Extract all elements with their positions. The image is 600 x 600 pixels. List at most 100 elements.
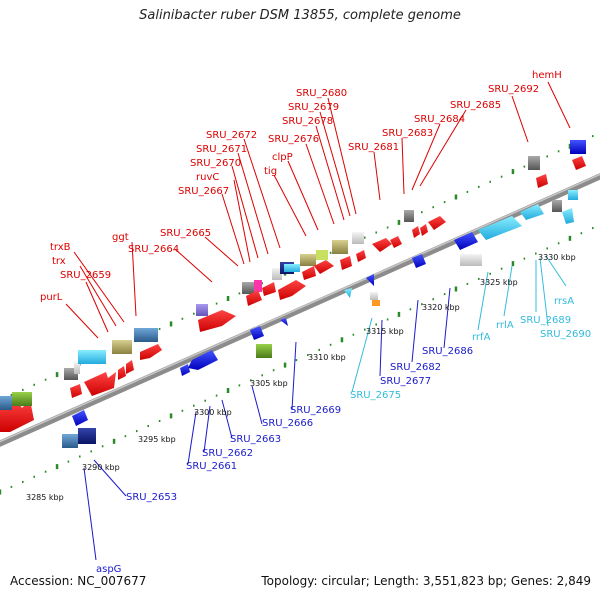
gene-box[interactable] <box>370 292 378 300</box>
gene-arrow[interactable] <box>412 254 426 268</box>
gene-label[interactable]: SRU_2662 <box>202 448 253 459</box>
gene-box[interactable] <box>196 304 208 316</box>
gene-arrow[interactable] <box>72 410 88 426</box>
gene-arrow[interactable] <box>366 274 374 286</box>
gene-label[interactable]: SRU_2663 <box>230 434 281 445</box>
gene-box[interactable] <box>242 282 254 294</box>
gene-label[interactable]: rrfA <box>472 332 491 343</box>
gene-arrow[interactable] <box>356 250 366 262</box>
gene-box[interactable] <box>332 240 348 254</box>
gene-arrow[interactable] <box>250 326 264 340</box>
gene-label[interactable]: SRU_2686 <box>422 346 473 357</box>
gene-label[interactable]: SRU_2664 <box>128 244 179 255</box>
gene-label[interactable]: trxB <box>50 242 71 253</box>
gene-arrow[interactable] <box>412 226 420 238</box>
rna-arrow[interactable] <box>562 208 574 224</box>
gene-label[interactable]: rrsA <box>554 296 574 307</box>
gene-arrow[interactable] <box>84 372 116 396</box>
gene-box[interactable] <box>352 232 364 244</box>
gene-box[interactable] <box>62 434 78 448</box>
gene-box[interactable] <box>256 344 272 358</box>
gene-label[interactable]: hemH <box>532 70 562 81</box>
gene-box[interactable] <box>284 264 300 272</box>
gene-label[interactable]: SRU_2685 <box>450 100 501 111</box>
gene-label[interactable]: purL <box>40 292 63 303</box>
gene-arrow[interactable] <box>262 282 276 296</box>
gene-label[interactable]: clpP <box>272 152 293 163</box>
gene-arrow[interactable] <box>536 174 548 188</box>
gene-label[interactable]: SRU_2690 <box>540 329 591 340</box>
kbp-tick-label: 3285 kbp <box>26 493 64 502</box>
gene-label[interactable]: SRU_2659 <box>60 270 111 281</box>
gene-arrow[interactable] <box>302 266 316 280</box>
gene-arrow[interactable] <box>454 232 478 250</box>
gene-label[interactable]: SRU_2670 <box>190 158 241 169</box>
gene-box[interactable] <box>570 140 586 154</box>
gene-label[interactable]: SRU_2692 <box>488 84 539 95</box>
gene-box[interactable] <box>74 362 80 374</box>
minor-tick-dot <box>261 374 263 377</box>
gene-label[interactable]: tig <box>264 166 277 177</box>
gene-arrow[interactable] <box>280 318 288 326</box>
gene-box[interactable] <box>460 254 482 266</box>
gene-arrow[interactable] <box>140 344 162 360</box>
gene-box[interactable] <box>316 250 328 260</box>
gene-arrow[interactable] <box>372 238 392 252</box>
gene-label[interactable]: SRU_2682 <box>390 362 441 373</box>
gene-label[interactable]: SRU_2678 <box>282 116 333 127</box>
gene-arrow[interactable] <box>188 350 218 370</box>
gene-box[interactable] <box>112 340 132 354</box>
gene-label[interactable]: SRU_2669 <box>290 405 341 416</box>
gene-arrow[interactable] <box>428 216 446 230</box>
gene-label[interactable]: SRU_2661 <box>186 461 237 472</box>
gene-arrow[interactable] <box>390 236 402 248</box>
gene-arrow[interactable] <box>278 280 306 300</box>
gene-box[interactable] <box>134 328 158 342</box>
gene-label[interactable]: trx <box>52 256 66 267</box>
gene-label[interactable]: SRU_2683 <box>382 128 433 139</box>
gene-box[interactable] <box>552 200 562 212</box>
gene-label[interactable]: ggt <box>112 232 129 243</box>
gene-box[interactable] <box>300 254 316 266</box>
gene-box[interactable] <box>12 392 32 406</box>
gene-arrow[interactable] <box>246 290 262 306</box>
gene-box[interactable] <box>0 396 12 410</box>
gene-label[interactable]: SRU_2672 <box>206 130 257 141</box>
rna-arrow[interactable] <box>520 204 544 220</box>
gene-box[interactable] <box>254 280 262 292</box>
gene-label[interactable]: SRU_2681 <box>348 142 399 153</box>
gene-box[interactable] <box>78 428 96 444</box>
gene-box[interactable] <box>272 268 282 280</box>
gene-label[interactable]: aspG <box>96 564 121 575</box>
gene-box[interactable] <box>372 300 380 306</box>
gene-label[interactable]: SRU_2684 <box>414 114 465 125</box>
gene-label[interactable]: SRU_2671 <box>196 144 247 155</box>
gene-arrow[interactable] <box>70 384 82 398</box>
gene-arrow[interactable] <box>420 224 428 236</box>
gene-label[interactable]: rrlA <box>496 320 514 331</box>
gene-label[interactable]: SRU_2653 <box>126 492 177 503</box>
gene-box[interactable] <box>404 210 414 222</box>
gene-box[interactable] <box>78 350 106 364</box>
gene-arrow[interactable] <box>340 256 352 270</box>
rna-arrow[interactable] <box>478 216 522 240</box>
gene-label[interactable]: SRU_2689 <box>520 315 571 326</box>
gene-label[interactable]: SRU_2676 <box>268 134 319 145</box>
gene-arrow[interactable] <box>198 310 236 332</box>
gene-arrow[interactable] <box>118 366 126 380</box>
gene-label[interactable]: SRU_2675 <box>350 390 401 401</box>
gene-label[interactable]: SRU_2677 <box>380 376 431 387</box>
gene-label[interactable]: SRU_2665 <box>160 228 211 239</box>
gene-label[interactable]: SRU_2679 <box>288 102 339 113</box>
gene-arrow[interactable] <box>344 288 352 298</box>
gene-arrow[interactable] <box>180 364 190 376</box>
gene-arrow[interactable] <box>314 260 334 274</box>
gene-arrow[interactable] <box>126 360 134 374</box>
gene-arrow[interactable] <box>572 156 586 170</box>
gene-box[interactable] <box>568 190 578 200</box>
gene-label[interactable]: ruvC <box>196 172 219 183</box>
gene-label[interactable]: SRU_2666 <box>262 418 313 429</box>
gene-label[interactable]: SRU_2667 <box>178 186 229 197</box>
gene-box[interactable] <box>528 156 540 170</box>
gene-label[interactable]: SRU_2680 <box>296 88 347 99</box>
